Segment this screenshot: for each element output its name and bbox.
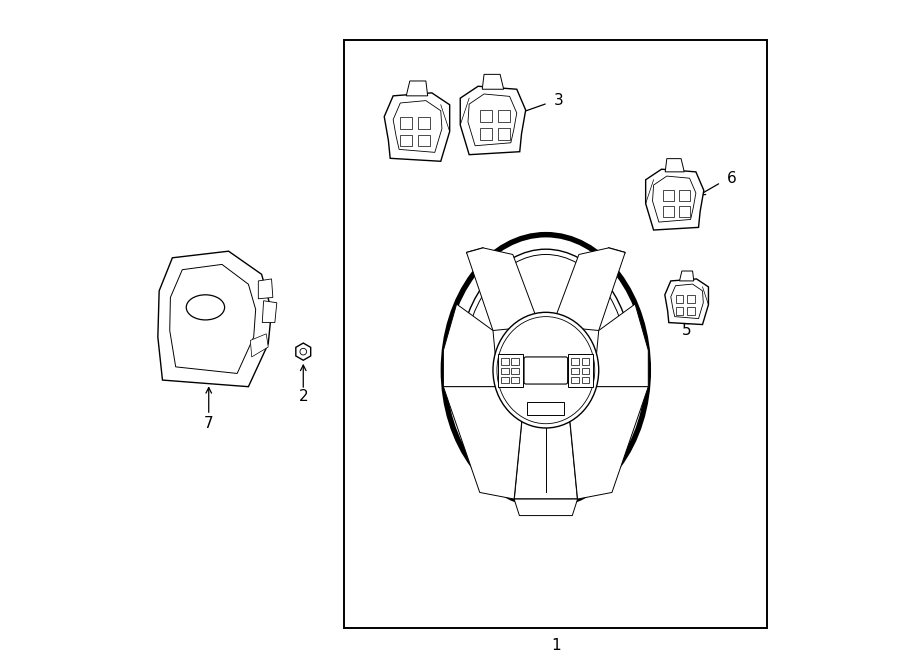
Text: 5: 5 bbox=[682, 323, 691, 338]
Polygon shape bbox=[262, 301, 277, 323]
FancyBboxPatch shape bbox=[511, 368, 519, 374]
Ellipse shape bbox=[444, 235, 648, 506]
Polygon shape bbox=[482, 75, 504, 89]
Polygon shape bbox=[498, 128, 509, 140]
Polygon shape bbox=[665, 279, 708, 325]
Text: 6: 6 bbox=[726, 171, 736, 186]
FancyBboxPatch shape bbox=[581, 368, 590, 374]
FancyBboxPatch shape bbox=[581, 377, 590, 383]
Polygon shape bbox=[498, 110, 509, 122]
Polygon shape bbox=[680, 271, 694, 281]
Polygon shape bbox=[466, 248, 539, 330]
Polygon shape bbox=[569, 387, 648, 499]
Polygon shape bbox=[393, 100, 442, 152]
Ellipse shape bbox=[186, 295, 225, 320]
Ellipse shape bbox=[493, 313, 598, 428]
Polygon shape bbox=[553, 248, 626, 327]
Polygon shape bbox=[480, 110, 491, 122]
Polygon shape bbox=[418, 134, 430, 146]
Polygon shape bbox=[663, 190, 674, 201]
Text: 2: 2 bbox=[299, 389, 308, 404]
Polygon shape bbox=[466, 248, 539, 327]
Polygon shape bbox=[250, 334, 268, 357]
Ellipse shape bbox=[497, 317, 595, 424]
Polygon shape bbox=[652, 176, 696, 222]
Polygon shape bbox=[514, 411, 578, 499]
Polygon shape bbox=[480, 128, 491, 140]
FancyBboxPatch shape bbox=[524, 357, 568, 384]
FancyBboxPatch shape bbox=[568, 354, 593, 387]
FancyBboxPatch shape bbox=[511, 358, 519, 365]
Polygon shape bbox=[418, 116, 430, 128]
Ellipse shape bbox=[464, 254, 628, 486]
Polygon shape bbox=[444, 304, 499, 387]
Polygon shape bbox=[688, 307, 696, 315]
Polygon shape bbox=[645, 169, 704, 230]
FancyBboxPatch shape bbox=[571, 368, 579, 374]
FancyBboxPatch shape bbox=[527, 402, 564, 415]
Polygon shape bbox=[400, 134, 412, 146]
FancyBboxPatch shape bbox=[581, 358, 590, 365]
FancyBboxPatch shape bbox=[571, 358, 579, 365]
Polygon shape bbox=[688, 295, 696, 303]
Polygon shape bbox=[170, 264, 256, 373]
Polygon shape bbox=[158, 251, 272, 387]
FancyBboxPatch shape bbox=[501, 368, 508, 374]
Polygon shape bbox=[593, 304, 648, 387]
Polygon shape bbox=[663, 206, 674, 217]
Polygon shape bbox=[665, 159, 684, 172]
FancyBboxPatch shape bbox=[511, 377, 519, 383]
FancyBboxPatch shape bbox=[571, 377, 579, 383]
Bar bbox=[344, 40, 768, 628]
Polygon shape bbox=[514, 499, 578, 516]
Polygon shape bbox=[406, 81, 428, 96]
FancyBboxPatch shape bbox=[501, 358, 508, 365]
Polygon shape bbox=[676, 307, 683, 315]
Polygon shape bbox=[679, 190, 689, 201]
Polygon shape bbox=[258, 279, 273, 299]
Polygon shape bbox=[679, 206, 689, 217]
FancyBboxPatch shape bbox=[501, 377, 508, 383]
Polygon shape bbox=[296, 343, 310, 360]
Polygon shape bbox=[468, 94, 517, 145]
Polygon shape bbox=[670, 284, 703, 319]
Text: 1: 1 bbox=[551, 638, 561, 652]
Polygon shape bbox=[384, 93, 450, 161]
Polygon shape bbox=[460, 87, 526, 155]
Ellipse shape bbox=[458, 249, 634, 491]
Polygon shape bbox=[553, 248, 626, 330]
Text: 7: 7 bbox=[204, 416, 213, 430]
Polygon shape bbox=[444, 387, 523, 499]
FancyBboxPatch shape bbox=[499, 354, 524, 387]
Polygon shape bbox=[676, 295, 683, 303]
Text: 4: 4 bbox=[389, 117, 399, 132]
Text: 3: 3 bbox=[554, 93, 564, 108]
Ellipse shape bbox=[300, 348, 307, 355]
Polygon shape bbox=[400, 116, 412, 128]
